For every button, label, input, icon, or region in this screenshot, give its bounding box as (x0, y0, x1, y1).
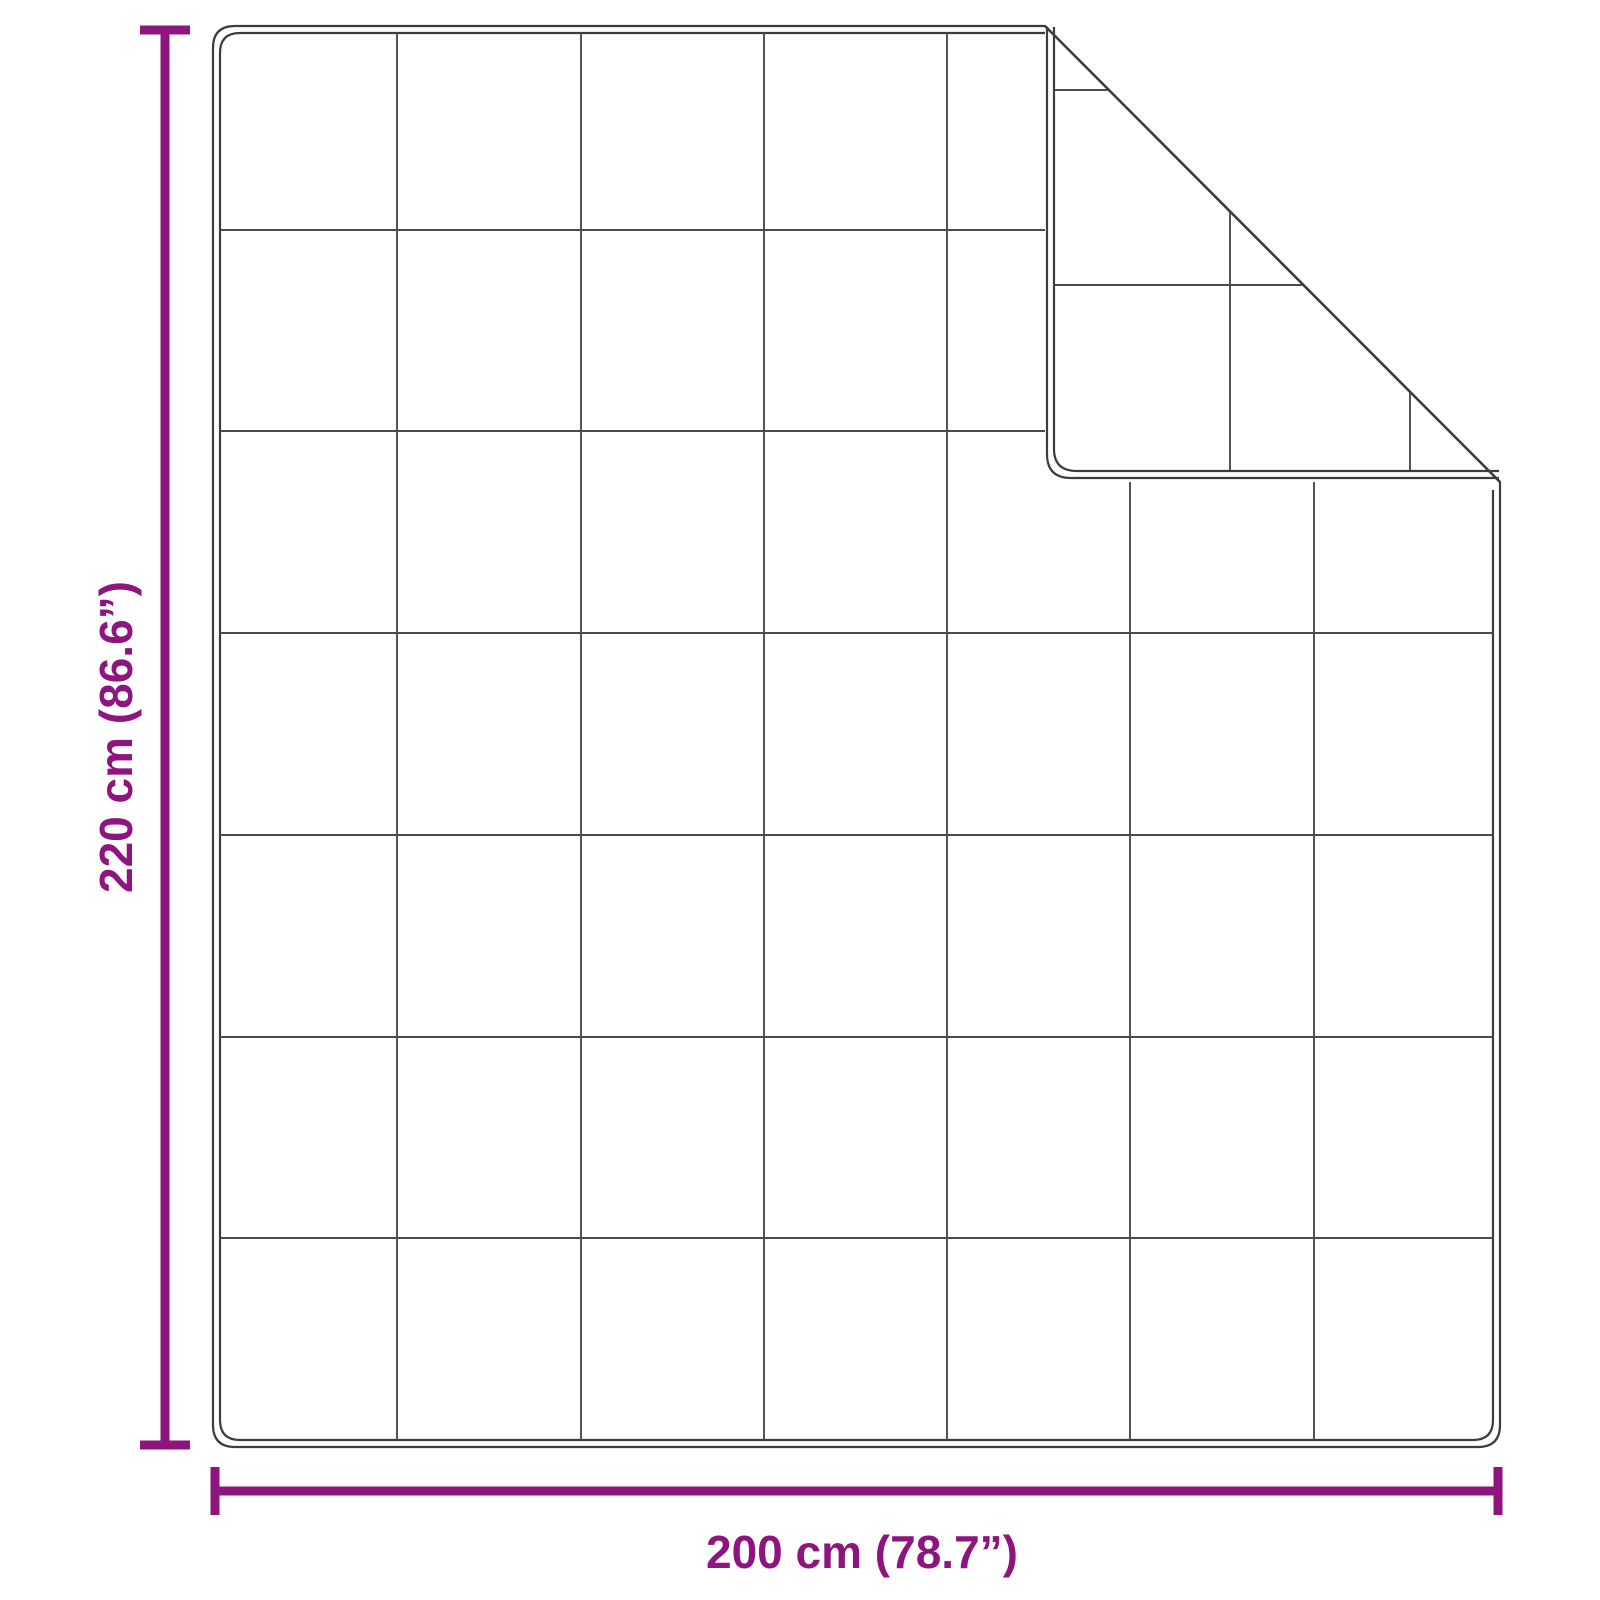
folded-corner-hem-outer (1045, 27, 1499, 480)
blanket-body-inner-hem (218, 31, 1495, 1442)
blanket-illustration (211, 24, 1502, 1449)
folded-corner-grid-lines (1054, 89, 1411, 472)
fold-crease-line (1044, 25, 1501, 483)
folded-corner (1044, 25, 1501, 483)
blanket-body-outline (211, 24, 1502, 1449)
folded-corner-hem-inner (1052, 27, 1499, 473)
width-dimension-label: 200 cm (78.7”) (706, 1526, 1018, 1578)
quilt-grid-lines (220, 33, 1493, 1440)
height-dimension: 220 cm (86.6”) (90, 25, 190, 1450)
height-dimension-label: 220 cm (86.6”) (90, 581, 142, 893)
width-dimension: 200 cm (78.7”) (210, 1467, 1503, 1578)
